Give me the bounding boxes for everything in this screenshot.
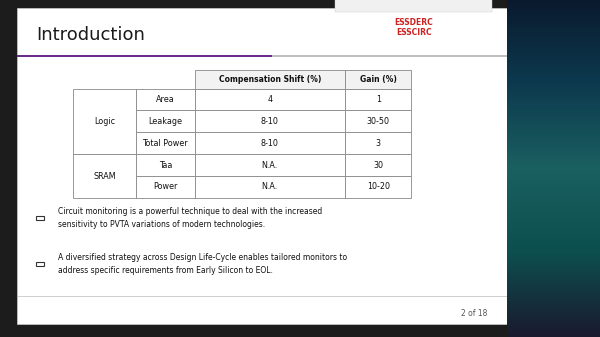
Text: Power: Power (153, 182, 178, 191)
Text: ESSDERC
ESSCIRC: ESSDERC ESSCIRC (534, 256, 576, 276)
Bar (345, 154, 412, 176)
Text: Compensation Shift (%): Compensation Shift (%) (218, 75, 321, 84)
Bar (195, 154, 345, 176)
Text: Total Power: Total Power (143, 139, 188, 148)
Bar (37, 262, 44, 266)
Text: 4: 4 (268, 95, 272, 104)
Bar (195, 132, 345, 154)
Bar (195, 89, 345, 111)
Text: Area: Area (156, 95, 175, 104)
Bar (272, 55, 507, 57)
Bar (345, 89, 412, 111)
Text: 2 of 18: 2 of 18 (461, 309, 487, 318)
Bar (195, 70, 345, 89)
Text: Circuit monitoring is a powerful technique to deal with the increased
sensitivit: Circuit monitoring is a powerful techniq… (58, 207, 323, 229)
Text: Gain (%): Gain (%) (360, 75, 397, 84)
Bar (195, 111, 345, 132)
Bar (17, 8, 507, 324)
Bar (345, 111, 412, 132)
Bar (345, 132, 412, 154)
Text: SRAM: SRAM (93, 172, 116, 181)
Bar (136, 132, 195, 154)
Text: 1: 1 (376, 95, 380, 104)
Text: N.A.: N.A. (262, 161, 278, 170)
Text: Leakage: Leakage (148, 117, 182, 126)
Bar (136, 89, 195, 111)
Bar (136, 176, 195, 198)
Text: 30-50: 30-50 (367, 117, 389, 126)
Bar (335, 0, 492, 11)
Bar (345, 70, 412, 89)
Text: Taa: Taa (158, 161, 172, 170)
Bar (17, 55, 272, 57)
Text: ESSDERC
ESSCIRC: ESSDERC ESSCIRC (394, 18, 433, 37)
Bar (136, 154, 195, 176)
Bar (73, 154, 136, 198)
Text: 8-10: 8-10 (261, 139, 279, 148)
Text: 3: 3 (376, 139, 380, 148)
Text: 30: 30 (373, 161, 383, 170)
Text: N.A.: N.A. (262, 182, 278, 191)
Bar (136, 111, 195, 132)
Text: Introduction: Introduction (37, 26, 145, 44)
Text: 10-20: 10-20 (367, 182, 389, 191)
Text: A diversified strategy across Design Life-Cycle enables tailored monitors to
add: A diversified strategy across Design Lif… (58, 253, 347, 275)
Bar (73, 89, 136, 154)
Text: 8-10: 8-10 (261, 117, 279, 126)
Bar (195, 176, 345, 198)
Bar (37, 216, 44, 220)
Bar (345, 176, 412, 198)
Bar (513, 209, 597, 324)
Text: Logic: Logic (94, 117, 115, 126)
